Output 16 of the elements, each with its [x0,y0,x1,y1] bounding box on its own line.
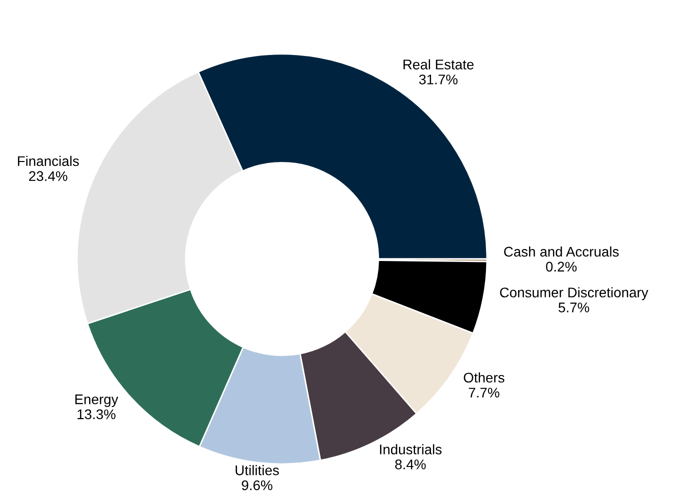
data-label: 13.3% [78,409,116,420]
slice-label: Utilities [236,465,279,476]
data-label: 9.6% [242,480,272,490]
slice-label: Energy [75,394,118,407]
data-label: 23.4% [29,171,68,182]
slice-label: Financials [18,156,79,166]
data-label: 5.7% [558,302,590,312]
slice-label: Real Estate [404,59,474,70]
slice-label: Consumer Discretionary [500,287,648,300]
slice-label: Industrials [380,444,442,454]
slice-label: Others [464,372,504,383]
slice-label: Cash and Accruals [504,246,619,257]
data-label: 31.7% [419,74,458,84]
data-label: 8.4% [395,460,426,470]
data-label: 0.2% [546,262,577,272]
data-label: 7.7% [468,388,500,398]
